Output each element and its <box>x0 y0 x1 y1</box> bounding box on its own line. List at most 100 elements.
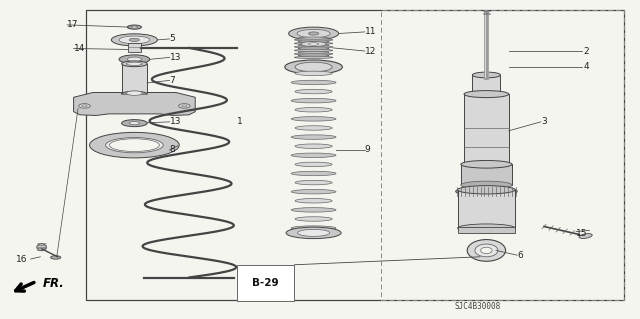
Ellipse shape <box>82 105 87 107</box>
Ellipse shape <box>291 80 336 85</box>
Ellipse shape <box>111 34 157 46</box>
Ellipse shape <box>298 37 329 39</box>
Ellipse shape <box>286 227 341 239</box>
Bar <box>237 265 294 301</box>
Bar <box>472 75 500 96</box>
Text: 5: 5 <box>170 34 175 43</box>
Ellipse shape <box>291 99 336 103</box>
Ellipse shape <box>472 72 500 78</box>
Ellipse shape <box>294 53 333 55</box>
Ellipse shape <box>294 56 333 59</box>
Ellipse shape <box>458 224 515 232</box>
Ellipse shape <box>129 38 140 41</box>
Text: 11: 11 <box>365 27 376 36</box>
Text: SJC4B30008: SJC4B30008 <box>454 302 500 311</box>
Ellipse shape <box>308 43 319 45</box>
Ellipse shape <box>291 171 336 176</box>
Ellipse shape <box>298 44 329 46</box>
Ellipse shape <box>295 89 332 94</box>
Ellipse shape <box>295 144 332 148</box>
Bar <box>458 190 515 228</box>
Ellipse shape <box>127 57 141 62</box>
Ellipse shape <box>109 139 159 152</box>
Bar <box>461 164 512 185</box>
Ellipse shape <box>456 187 517 196</box>
Ellipse shape <box>298 55 329 57</box>
Text: 3: 3 <box>541 117 547 126</box>
Ellipse shape <box>291 208 336 212</box>
Text: 16: 16 <box>16 255 28 263</box>
Ellipse shape <box>295 162 332 167</box>
Text: 14: 14 <box>74 44 85 53</box>
Ellipse shape <box>127 91 143 95</box>
Ellipse shape <box>295 62 332 72</box>
Ellipse shape <box>464 91 509 98</box>
Ellipse shape <box>127 62 143 65</box>
Ellipse shape <box>79 104 90 108</box>
Ellipse shape <box>131 26 138 28</box>
Ellipse shape <box>298 41 329 43</box>
Text: 12: 12 <box>365 47 376 56</box>
Text: 7: 7 <box>170 76 175 85</box>
Ellipse shape <box>295 126 332 130</box>
Ellipse shape <box>90 132 179 158</box>
Bar <box>464 94 509 166</box>
Text: FR.: FR. <box>43 277 65 290</box>
Ellipse shape <box>301 41 326 47</box>
Ellipse shape <box>467 240 506 261</box>
Bar <box>458 227 515 233</box>
Ellipse shape <box>298 48 329 50</box>
Ellipse shape <box>461 181 512 189</box>
Ellipse shape <box>295 71 332 76</box>
Ellipse shape <box>129 122 140 125</box>
Ellipse shape <box>119 55 150 64</box>
Ellipse shape <box>295 198 332 203</box>
Ellipse shape <box>285 60 342 74</box>
Text: 2: 2 <box>584 47 589 56</box>
Ellipse shape <box>182 105 187 107</box>
Ellipse shape <box>122 91 147 97</box>
Text: 6: 6 <box>517 251 523 260</box>
Ellipse shape <box>295 217 332 221</box>
Text: 13: 13 <box>170 117 181 126</box>
Text: 4: 4 <box>584 63 589 71</box>
Ellipse shape <box>294 42 333 44</box>
Ellipse shape <box>122 120 147 127</box>
Ellipse shape <box>122 61 147 67</box>
Text: 1: 1 <box>237 117 243 126</box>
Ellipse shape <box>579 234 592 239</box>
Ellipse shape <box>475 244 498 257</box>
Ellipse shape <box>291 153 336 158</box>
Ellipse shape <box>119 36 150 44</box>
Ellipse shape <box>295 180 332 185</box>
Ellipse shape <box>481 247 492 254</box>
Ellipse shape <box>294 46 333 48</box>
Text: 17: 17 <box>67 20 79 29</box>
Text: 13: 13 <box>170 53 181 62</box>
Ellipse shape <box>472 93 500 99</box>
Ellipse shape <box>106 137 163 153</box>
Ellipse shape <box>37 244 46 251</box>
Ellipse shape <box>291 226 336 230</box>
Bar <box>122 64 147 94</box>
Bar <box>381 10 624 300</box>
Ellipse shape <box>294 49 333 51</box>
Ellipse shape <box>458 186 515 194</box>
Text: 15: 15 <box>576 229 588 238</box>
Bar <box>128 43 141 52</box>
Ellipse shape <box>127 25 141 29</box>
Ellipse shape <box>298 229 330 236</box>
Bar <box>86 10 624 300</box>
Ellipse shape <box>179 104 190 108</box>
Ellipse shape <box>298 51 329 53</box>
Text: 8: 8 <box>170 145 175 154</box>
Polygon shape <box>74 93 195 115</box>
Ellipse shape <box>295 108 332 112</box>
Ellipse shape <box>461 160 512 168</box>
Ellipse shape <box>297 29 330 38</box>
Ellipse shape <box>291 117 336 121</box>
Ellipse shape <box>291 135 336 139</box>
Ellipse shape <box>308 32 319 35</box>
Ellipse shape <box>289 27 339 40</box>
Text: 9: 9 <box>365 145 371 154</box>
